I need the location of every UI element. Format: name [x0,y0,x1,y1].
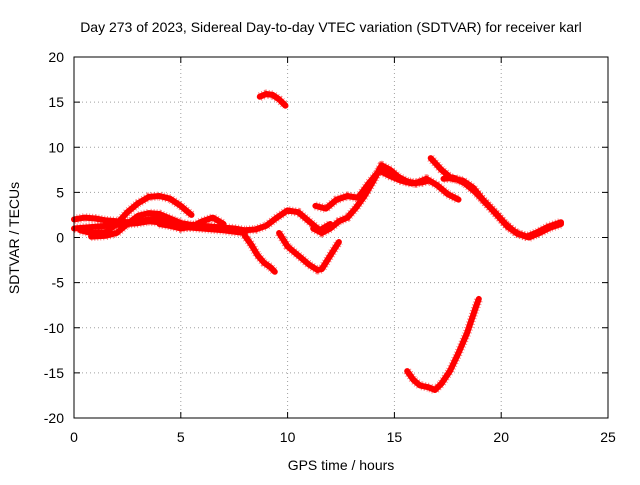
chart-title: Day 273 of 2023, Sidereal Day-to-day VTE… [80,19,582,35]
grid-lines [74,57,608,418]
series-points-arc-6 [241,233,279,275]
y-tick-label: -5 [52,275,65,291]
series-line-arc-3 [71,218,248,236]
y-tick-label: 10 [48,139,64,155]
x-tick-label: 10 [280,429,296,445]
y-tick-label: -15 [44,365,64,381]
series-points-arc-8 [258,89,289,109]
series-line-arc-6 [241,232,278,275]
series-points-arc-4 [90,208,183,242]
x-tick-label: 0 [70,429,78,445]
y-axis-label: SDTVAR / TECUs [6,182,22,294]
series-points-arc-10 [311,160,461,238]
y-tick-label: 15 [48,94,64,110]
y-tick-label: 20 [48,49,64,65]
x-tick-label: 5 [177,429,185,445]
series-points-arc-7 [275,230,343,275]
series-line-arc-5 [156,214,227,232]
series-points-arc-2 [79,191,195,238]
y-tick-label: 0 [56,230,64,246]
series-points-arc-12 [443,173,563,242]
series-points-arc-13 [403,297,484,395]
y-tick-label: -10 [44,320,64,336]
series-line-arc-12 [440,174,564,241]
x-tick-label: 20 [493,429,509,445]
x-axis-label: GPS time / hours [288,457,395,473]
x-tick-label: 15 [387,429,403,445]
series-line-arc-13 [404,295,482,393]
y-tick-label: -20 [44,410,64,426]
axis-ticks: 0 5 10 15 20 25 -20 -15 -10 -5 0 5 10 15 20 [44,49,616,445]
data-series [71,89,564,395]
x-tick-label: 25 [600,429,616,445]
y-tick-label: 5 [56,184,64,200]
